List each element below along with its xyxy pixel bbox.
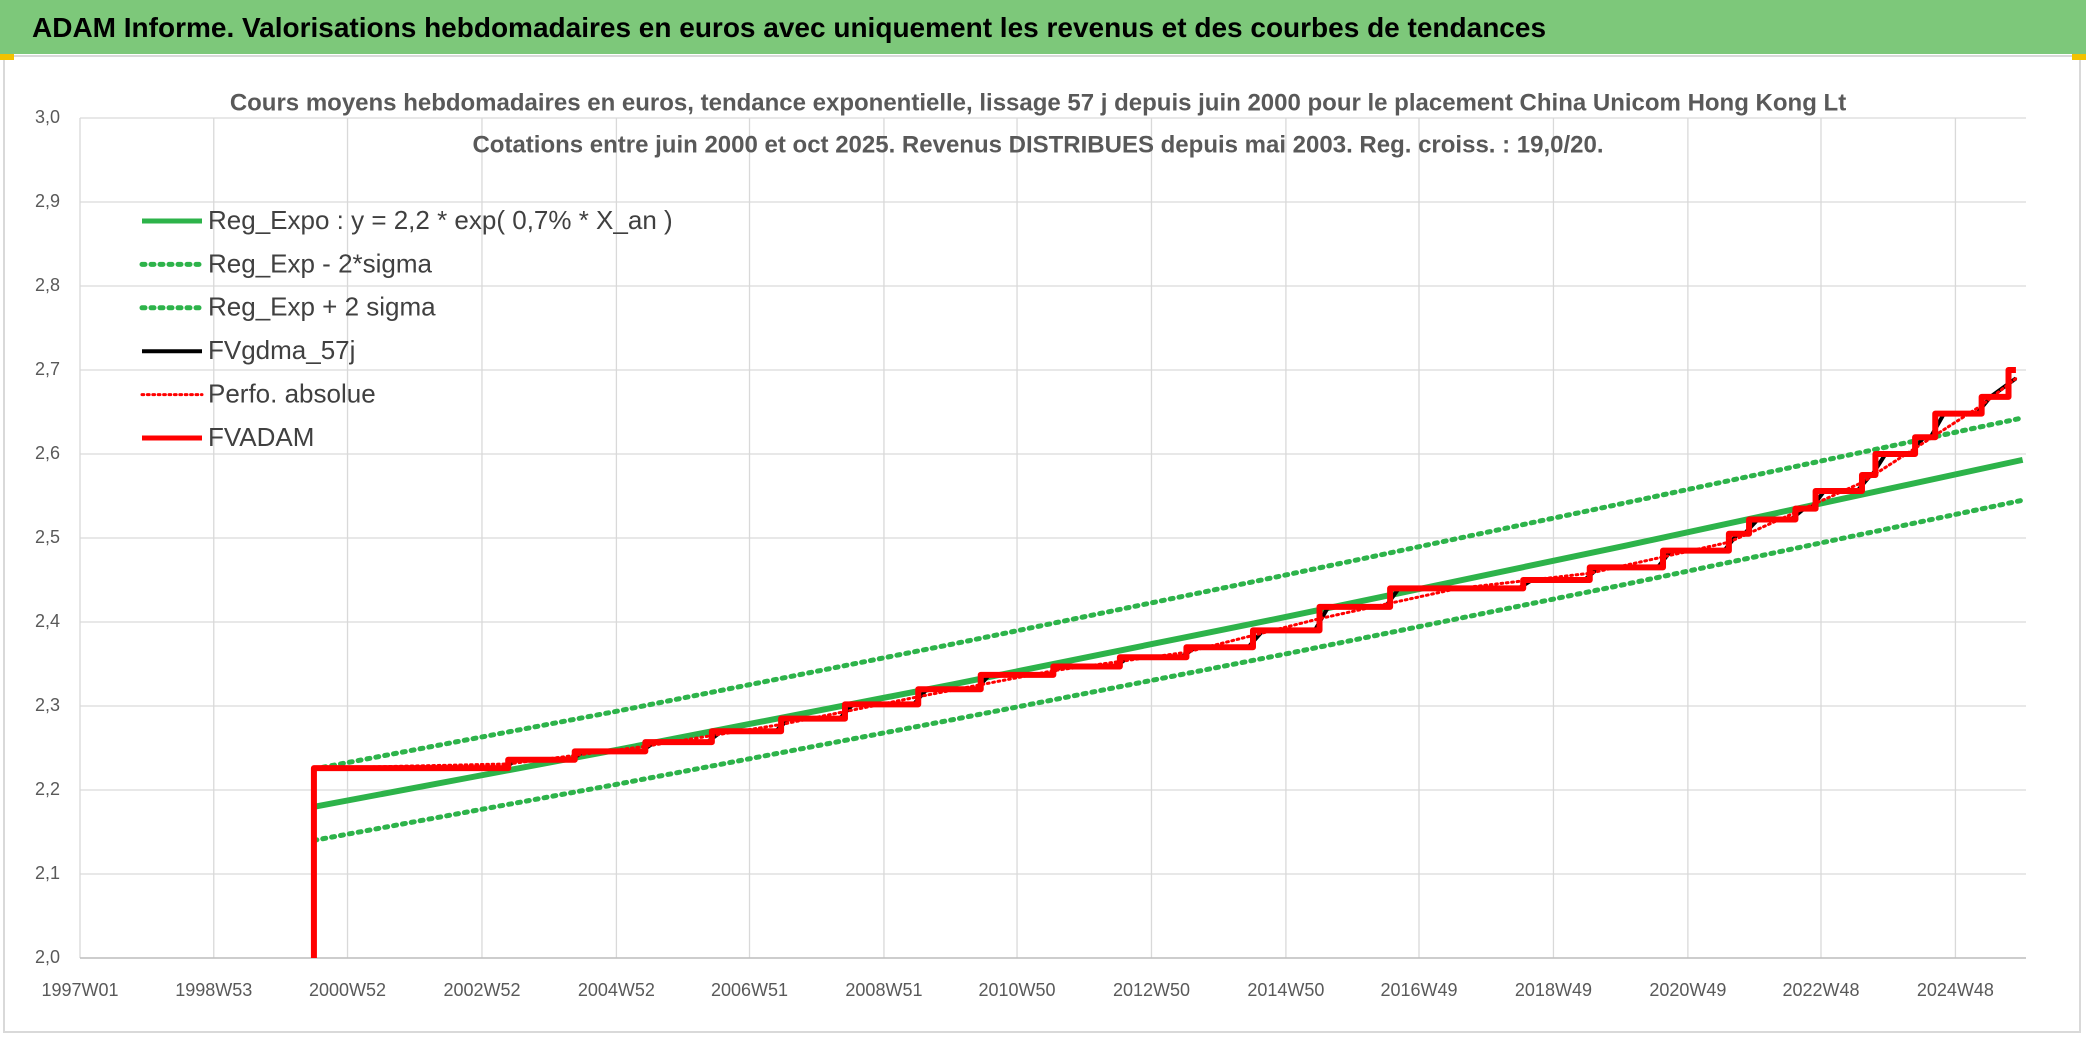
y-tick-label: 3,0: [35, 107, 60, 127]
header-title: ADAM Informe. Valorisations hebdomadaire…: [0, 0, 2086, 54]
series-line: [311, 415, 2026, 772]
x-tick-label: 2018W49: [1515, 980, 1592, 1000]
x-tick-label: 2024W48: [1917, 980, 1994, 1000]
chart-title: Cours moyens hebdomadaires en euros, ten…: [230, 89, 1846, 116]
chart-subtitle: Cotations entre juin 2000 et oct 2025. R…: [472, 131, 1603, 158]
x-tick-label: 2022W48: [1782, 980, 1859, 1000]
x-tick-label: 2016W49: [1380, 980, 1457, 1000]
corner: [2072, 54, 2086, 60]
x-tick-label: 1998W53: [175, 980, 252, 1000]
y-tick-label: 2,6: [35, 443, 60, 463]
y-tick-label: 2,0: [35, 947, 60, 967]
x-tick-label: 2006W51: [711, 980, 788, 1000]
y-tick-label: 2,1: [35, 863, 60, 883]
x-tick-label: 2008W51: [845, 980, 922, 1000]
x-tick-label: 1997W01: [41, 980, 118, 1000]
x-tick-label: 2010W50: [979, 980, 1056, 1000]
series-line: [311, 497, 2026, 843]
y-tick-label: 2,5: [35, 527, 60, 547]
x-tick-label: 2002W52: [443, 980, 520, 1000]
series-line: [312, 376, 2018, 770]
x-tick-label: 2020W49: [1649, 980, 1726, 1000]
legend-label: Reg_Expo : y = 2,2 * exp( 0,7% * X_an ): [208, 205, 673, 235]
legend-label: Perfo. absolue: [208, 378, 376, 408]
y-tick-label: 2,7: [35, 359, 60, 379]
grid: 2,0 2,1 2,2 2,3 2,4 2,5 2,6 2,7 2,8 2,9 3,0 1997W01…: [35, 107, 2026, 1000]
corner: [0, 54, 14, 60]
y-tick-label: 2,9: [35, 191, 60, 211]
y-tick-label: 2,3: [35, 695, 60, 715]
y-tick-label: 2,8: [35, 275, 60, 295]
legend: Reg_Expo : y = 2,2 * exp( 0,7% * X_an ) R…: [139, 205, 673, 452]
x-tick-label: 2012W50: [1113, 980, 1190, 1000]
series-line: [310, 367, 2016, 958]
y-tick-label: 2,2: [35, 779, 60, 799]
legend-label: Reg_Exp + 2 sigma: [208, 292, 436, 322]
legend-label: Reg_Exp - 2*sigma: [208, 248, 433, 278]
x-tick-label: 2014W50: [1247, 980, 1324, 1000]
series-line: [318, 376, 2018, 771]
chart-frame: [3, 55, 2081, 1033]
y-tick-label: 2,4: [35, 611, 60, 631]
legend-label: FVgdma_57j: [208, 335, 355, 365]
series-line: [313, 456, 2024, 810]
legend-label: FVADAM: [208, 422, 314, 452]
plot: [310, 367, 2026, 958]
x-tick-label: 2000W52: [309, 980, 386, 1000]
x-tick-label: 2004W52: [578, 980, 655, 1000]
